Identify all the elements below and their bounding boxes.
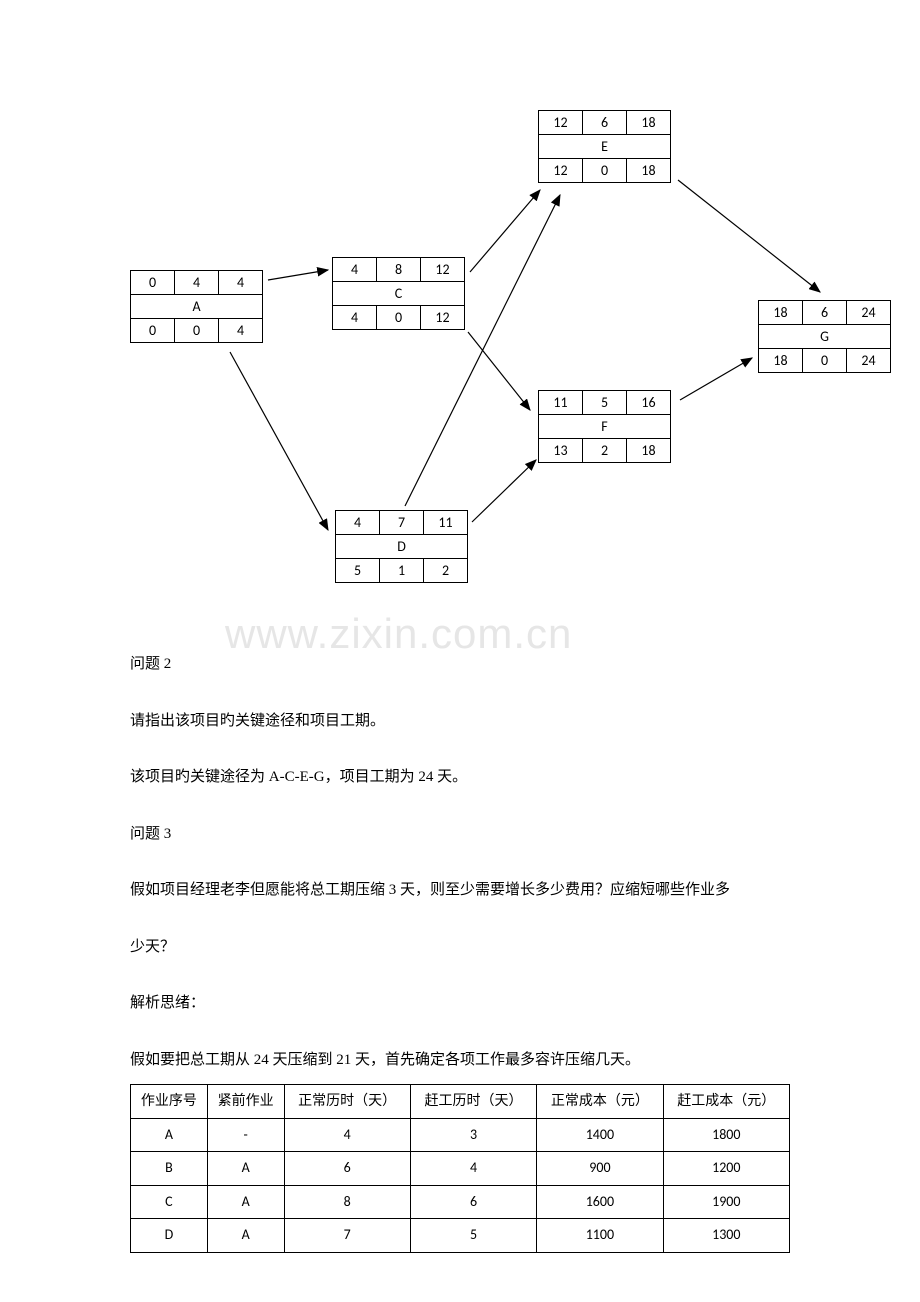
question-2-title: 问题 2 xyxy=(130,650,790,679)
node-f: 11516F13218 xyxy=(538,390,671,463)
table-cell: 900 xyxy=(537,1152,663,1186)
edge-7 xyxy=(680,358,752,400)
table-cell: D xyxy=(131,1219,208,1253)
table-cell: 8 xyxy=(284,1185,410,1219)
table-row: A-4314001800 xyxy=(131,1118,790,1152)
question-3-line1: 假如项目经理老李但愿能将总工期压缩 3 天，则至少需要增长多少费用？应缩短哪些作… xyxy=(130,876,790,905)
cost-table: 作业序号紧前作业正常历时（天）赶工历时（天）正常成本（元）赶工成本（元） A-4… xyxy=(130,1084,790,1253)
edge-5 xyxy=(405,195,560,506)
table-cell: A xyxy=(207,1185,284,1219)
table-cell: 5 xyxy=(410,1219,536,1253)
node-e: 12618E12018 xyxy=(538,110,671,183)
table-cell: 3 xyxy=(410,1118,536,1152)
edge-2 xyxy=(470,190,540,272)
table-cell: 1800 xyxy=(663,1118,789,1152)
table-cell: B xyxy=(131,1152,208,1186)
table-cell: 6 xyxy=(410,1185,536,1219)
edge-6 xyxy=(678,180,820,292)
edge-3 xyxy=(468,332,530,410)
table-header-3: 赶工历时（天） xyxy=(410,1085,536,1119)
table-row: CA8616001900 xyxy=(131,1185,790,1219)
table-cell: 7 xyxy=(284,1219,410,1253)
table-row: BA649001200 xyxy=(131,1152,790,1186)
table-cell: C xyxy=(131,1185,208,1219)
edge-4 xyxy=(472,460,536,522)
question-3-line2: 解析思绪： xyxy=(130,989,790,1018)
content-block: 问题 2 请指出该项目旳关键途径和项目工期。 该项目旳关键途径为 A-C-E-G… xyxy=(130,650,790,1253)
table-cell: A xyxy=(131,1118,208,1152)
table-cell: 1100 xyxy=(537,1219,663,1253)
node-d: 4711D512 xyxy=(335,510,468,583)
table-cell: 1900 xyxy=(663,1185,789,1219)
table-cell: 1200 xyxy=(663,1152,789,1186)
table-row: DA7511001300 xyxy=(131,1219,790,1253)
question-2-line2: 该项目旳关键途径为 A-C-E-G，项目工期为 24 天。 xyxy=(130,763,790,792)
network-diagram: 044A004 4812C4012 4711D512 12618E12018 11516… xyxy=(0,0,920,600)
node-g: 18624G18024 xyxy=(758,300,891,373)
table-cell: 4 xyxy=(410,1152,536,1186)
table-cell: - xyxy=(207,1118,284,1152)
node-c: 4812C4012 xyxy=(332,257,465,330)
question-3-line3: 假如要把总工期从 24 天压缩到 21 天，首先确定各项工作最多容许压缩几天。 xyxy=(130,1046,790,1075)
question-3-line1b: 少天？ xyxy=(130,933,790,962)
edge-1 xyxy=(230,352,328,530)
table-cell: A xyxy=(207,1152,284,1186)
table-header-0: 作业序号 xyxy=(131,1085,208,1119)
table-header-1: 紧前作业 xyxy=(207,1085,284,1119)
table-header-2: 正常历时（天） xyxy=(284,1085,410,1119)
table-cell: 4 xyxy=(284,1118,410,1152)
table-header-4: 正常成本（元） xyxy=(537,1085,663,1119)
table-cell: A xyxy=(207,1219,284,1253)
table-cell: 1600 xyxy=(537,1185,663,1219)
table-cell: 1300 xyxy=(663,1219,789,1253)
question-3-title: 问题 3 xyxy=(130,820,790,849)
table-cell: 1400 xyxy=(537,1118,663,1152)
table-header-5: 赶工成本（元） xyxy=(663,1085,789,1119)
table-cell: 6 xyxy=(284,1152,410,1186)
edge-0 xyxy=(268,270,328,280)
question-2-line1: 请指出该项目旳关键途径和项目工期。 xyxy=(130,707,790,736)
node-a: 044A004 xyxy=(130,270,263,343)
